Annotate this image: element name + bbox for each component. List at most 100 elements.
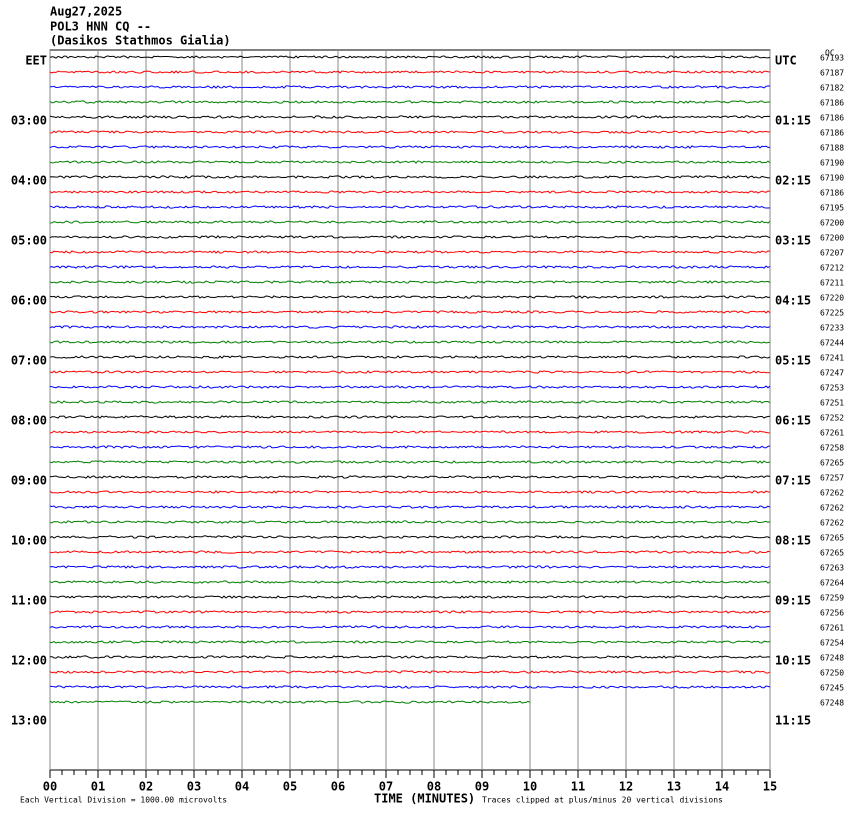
trace-count: 67244 [820, 339, 844, 348]
clip-note: Traces clipped at plus/minus 20 vertical… [482, 796, 723, 805]
trace-count: 67186 [820, 189, 844, 198]
trace [49, 460, 771, 464]
trace-count: 67212 [820, 264, 844, 273]
trace [49, 100, 771, 104]
trace-count: 67261 [820, 624, 844, 633]
trace [49, 490, 771, 494]
right-time-label: 02:15 [775, 174, 811, 188]
trace-count: 67190 [820, 159, 844, 168]
right-time-label: 05:15 [775, 354, 811, 368]
x-tick-label: 10 [523, 780, 537, 794]
x-tick-label: 14 [715, 780, 729, 794]
trace [49, 115, 771, 119]
trace-count: 67200 [820, 234, 844, 243]
left-time-label: 09:00 [11, 474, 47, 488]
left-time-label: 13:00 [11, 714, 47, 728]
x-tick-label: 11 [571, 780, 585, 794]
trace-count: 67248 [820, 699, 844, 708]
trace-count: 67207 [820, 249, 844, 258]
trace-count: 67182 [820, 84, 844, 93]
left-time-label: 10:00 [11, 534, 47, 548]
trace [49, 595, 770, 599]
trace-count: 67247 [820, 369, 844, 378]
trace [49, 220, 771, 224]
trace-count: 67251 [820, 399, 844, 408]
x-tick-label: 08 [427, 780, 441, 794]
trace [49, 295, 771, 299]
plot-frame [49, 49, 771, 771]
corner-label: OC [825, 49, 835, 58]
x-tick-label: 02 [139, 780, 153, 794]
right-time-label: 06:15 [775, 414, 811, 428]
x-tick-label: 07 [379, 780, 393, 794]
left-time-label: 04:00 [11, 174, 47, 188]
x-tick-label: 15 [763, 780, 777, 794]
right-time-label: 07:15 [775, 474, 811, 488]
x-tick-label: 12 [619, 780, 633, 794]
trace-count: 67195 [820, 204, 844, 213]
trace-count: 67187 [820, 69, 844, 78]
trace [49, 520, 771, 524]
trace-count: 67254 [820, 639, 844, 648]
trace [49, 385, 771, 389]
trace-count: 67211 [820, 279, 844, 288]
trace [49, 685, 771, 689]
trace-count: 67265 [820, 459, 844, 468]
trace [49, 445, 771, 449]
trace [50, 475, 771, 479]
location: (Dasikos Stathmos Gialia) [50, 34, 231, 48]
trace [49, 355, 771, 359]
trace-count: 67241 [820, 354, 844, 363]
trace [49, 340, 771, 344]
trace-count: 67258 [820, 444, 844, 453]
trace-count: 67193 [820, 54, 844, 63]
x-axis-title: TIME (MINUTES) [374, 792, 475, 806]
left-time-label: 07:00 [11, 354, 47, 368]
left-time-label: EET [25, 54, 47, 68]
trace [49, 235, 771, 239]
trace [49, 430, 771, 434]
trace [49, 610, 771, 614]
trace-count: 67259 [820, 594, 844, 603]
trace [49, 205, 771, 209]
trace [49, 415, 771, 419]
trace [49, 655, 771, 659]
trace [49, 670, 771, 674]
trace-count: 67186 [820, 129, 844, 138]
trace-count: 67200 [820, 219, 844, 228]
trace-count: 67233 [820, 324, 844, 333]
left-time-label: 08:00 [11, 414, 47, 428]
station: POL3 HNN CQ -- [50, 20, 151, 34]
trace [49, 505, 771, 509]
x-tick-label: 09 [475, 780, 489, 794]
trace-count: 67220 [820, 294, 844, 303]
trace-count: 67262 [820, 504, 844, 513]
trace-count: 67265 [820, 534, 844, 543]
trace-count: 67262 [820, 489, 844, 498]
right-time-label: 08:15 [775, 534, 811, 548]
right-time-label: 03:15 [775, 234, 811, 248]
x-tick-label: 01 [91, 780, 105, 794]
left-time-label: 12:00 [11, 654, 47, 668]
right-time-label: 11:15 [775, 714, 811, 728]
trace [49, 145, 770, 149]
trace [49, 310, 771, 314]
x-tick-label: 00 [43, 780, 57, 794]
trace-count: 67250 [820, 669, 844, 678]
trace [50, 130, 771, 134]
trace-count: 67245 [820, 684, 844, 693]
trace [49, 550, 771, 554]
trace [49, 160, 771, 164]
trace-count: 67225 [820, 309, 844, 318]
trace-count: 67248 [820, 654, 844, 663]
trace [49, 280, 771, 284]
trace [49, 55, 771, 59]
trace-count: 67256 [820, 609, 844, 618]
right-time-label: 10:15 [775, 654, 811, 668]
trace-count: 67264 [820, 579, 844, 588]
trace [49, 535, 771, 539]
trace-count: 67262 [820, 519, 844, 528]
trace-count: 67263 [820, 564, 844, 573]
right-time-label: 09:15 [775, 594, 811, 608]
x-tick-label: 03 [187, 780, 201, 794]
